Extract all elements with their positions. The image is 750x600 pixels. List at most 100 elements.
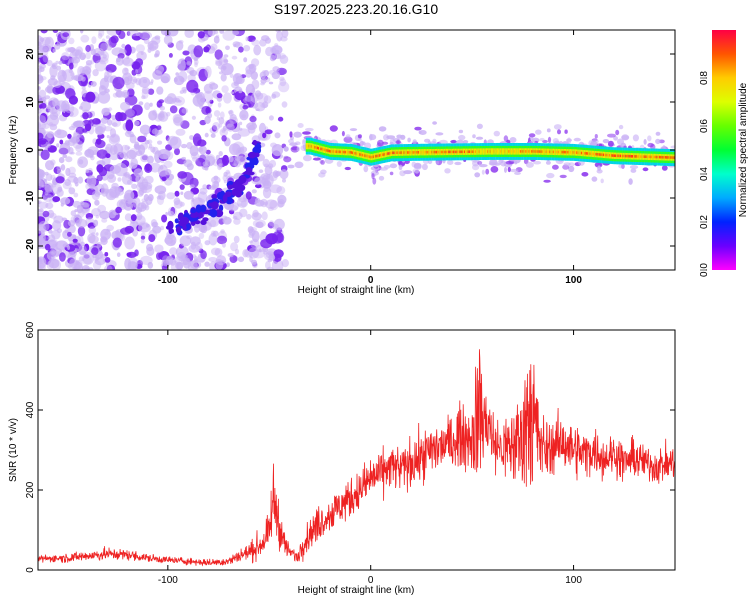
spectrogram-noise-cell	[137, 135, 147, 143]
spectrogram-noise-cell	[95, 232, 99, 236]
spectrogram-ridge-cell	[426, 150, 428, 154]
spectrogram-noise-cell	[168, 53, 173, 58]
spectrogram-noise-cell	[204, 261, 210, 267]
spectrogram-ridge-cell	[348, 151, 350, 154]
spectrogram-noise-cell	[181, 143, 187, 149]
spectrogram-noise-cell	[73, 132, 80, 140]
spectrogram-ridge-cell	[573, 151, 576, 154]
spectrogram-noise-cell	[124, 76, 130, 84]
spectrogram-halo-cell	[414, 126, 422, 131]
spectrogram-noise-cell	[198, 68, 208, 82]
spectrogram-ridge-cell	[509, 150, 511, 153]
spectrogram-noise-cell	[223, 92, 232, 104]
spectrogram-noise-cell	[218, 151, 223, 157]
spectrogram-halo-cell	[475, 136, 484, 140]
spectrogram-noise-cell	[243, 57, 248, 63]
spectrogram-noise-cell	[266, 266, 274, 270]
spectrogram-noise-cell	[49, 122, 53, 126]
spectrogram-ridge-cell	[630, 155, 633, 158]
spectrogram-ridge-cell	[347, 150, 349, 154]
spectrogram-noise-cell	[74, 49, 83, 59]
spectrogram-ridge-cell	[387, 152, 389, 155]
spectrogram-ridge-cell	[359, 153, 361, 156]
spectrogram-noise-cell	[160, 30, 170, 36]
spectrogram-noise-cell	[180, 120, 190, 129]
spectrogram-ridge-cell	[672, 156, 674, 159]
colorbar-tick-label: 0.8	[699, 71, 710, 85]
spectrogram-halo-cell	[294, 141, 301, 146]
spectrogram-noise-cell	[56, 128, 62, 136]
spectrogram-ridge-cell	[527, 150, 529, 153]
spectrogram-ridge-cell	[443, 150, 445, 154]
spectrogram-ridge-cell	[507, 150, 510, 153]
snr-x-tick-label: 0	[368, 575, 374, 586]
spectrogram-ridge-cell	[397, 151, 399, 154]
spectrogram-noise-cell	[255, 221, 264, 229]
snr-y-ticks: 0 200 400 600	[25, 321, 675, 573]
spectrogram-noise-cell	[126, 149, 137, 160]
spectrogram-ridge-cell	[467, 150, 470, 153]
spectrogram-noise-cell	[177, 58, 186, 72]
spectrogram-noise-cell	[181, 86, 188, 92]
spectrogram-noise-cell	[90, 48, 96, 56]
spectrogram-ridge-cell	[320, 147, 322, 151]
spectrogram-halo-cell	[629, 165, 639, 170]
spectrogram-noise-cell	[177, 171, 188, 179]
spectrogram-noise-cell	[132, 197, 141, 209]
spectrogram-ridge-cell	[454, 150, 456, 154]
spectrogram-halo-cell	[670, 145, 675, 149]
spectrogram-noise-cell	[267, 221, 275, 229]
spectrogram-noise-cell	[232, 41, 241, 47]
snr-y-label: SNR (10 * v/v)	[8, 418, 19, 482]
spectrogram-noise-cell	[170, 239, 176, 246]
spectrogram-halo-cell	[407, 137, 411, 143]
spectrogram-ridge-cell	[667, 156, 669, 159]
snr-x-tick-label: 100	[565, 575, 582, 586]
spectrogram-halo-cell	[283, 146, 289, 152]
spectrogram-ridge-cell	[406, 151, 409, 154]
spectrogram-halo-cell	[588, 140, 593, 147]
spectrogram-noise-cell	[131, 183, 138, 189]
spectrogram-noise-cell	[73, 192, 79, 198]
spectrogram-halo-cell	[476, 123, 483, 129]
spectrogram-noise-cell	[94, 59, 107, 72]
colorbar-label: Normalized spectral amplitude	[738, 82, 749, 217]
spectrogram-noise-cell	[47, 209, 55, 218]
spectrogram-ridge-cell	[352, 151, 354, 155]
spectrogram-ridge-cell	[434, 150, 437, 154]
spectrogram-ridge-cell	[550, 150, 552, 154]
spectrogram-noise-cell	[79, 106, 83, 110]
spectrogram-noise-cell	[140, 184, 152, 194]
spectrogram-halo-cell	[509, 137, 517, 143]
spectrogram-halo-cell	[399, 170, 406, 177]
spectrogram-halo-cell	[504, 166, 507, 173]
spectrogram-noise-cell	[189, 184, 195, 189]
spectrogram-noise-cell	[100, 236, 108, 243]
spectrogram-noise-cell	[109, 144, 118, 155]
spectrogram-noise-cell	[46, 131, 55, 139]
spectrogram-noise-cell	[221, 135, 227, 142]
spectrogram-noise-cell	[136, 260, 143, 267]
spectrogram-noise-cell	[144, 102, 151, 111]
spectrogram-noise-cell	[133, 120, 140, 126]
spectrogram-noise-cell	[220, 73, 227, 82]
spectrogram-noise-cell	[157, 164, 168, 177]
spectrogram-noise-cell	[237, 256, 245, 263]
spectrogram-noise-cell	[95, 126, 103, 136]
spectrogram-halo-cell	[615, 129, 620, 136]
spectrogram-ridge-cell	[504, 150, 506, 153]
spectrogram-ridge-cell	[410, 151, 412, 154]
spectrogram-ridge-cell	[400, 151, 403, 154]
spectrogram-ridge-cell	[577, 151, 579, 154]
spectrogram-ridge-cell	[574, 151, 577, 154]
spectrogram-noise-cell	[107, 174, 117, 183]
spectrogram-noise-cell	[245, 36, 249, 42]
spectrogram-ridge-cell	[386, 152, 388, 156]
spectrogram-noise-cell	[146, 246, 155, 256]
spectrogram-ridge-cell	[587, 152, 589, 155]
spectrogram-diagonal-cell	[165, 225, 173, 230]
spectrogram-noise-cell	[245, 69, 252, 78]
spectrogram-ridge-cell	[636, 155, 639, 158]
spectrogram-noise-cell	[60, 164, 66, 171]
spectrogram-noise-cell	[120, 101, 130, 111]
